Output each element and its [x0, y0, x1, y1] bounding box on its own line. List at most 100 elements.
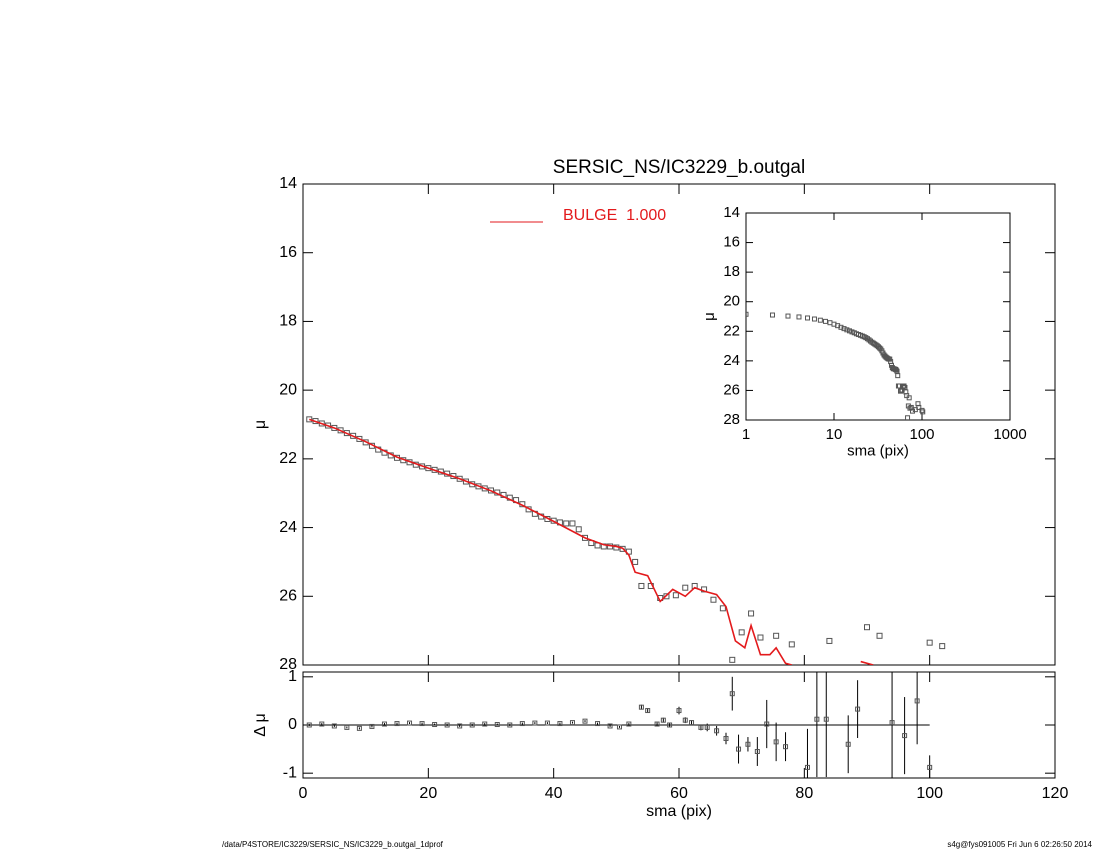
data-point [394, 721, 400, 727]
inset-plot: 1 10 100 1000 14 16 18 20 22 24 26 28 sma (pix) μ [701, 204, 1027, 460]
data-point [575, 526, 582, 533]
data-point [356, 725, 362, 731]
data-point [783, 744, 789, 750]
data-point [563, 520, 570, 527]
y-tick-label: 14 [279, 175, 297, 192]
data-point [805, 315, 811, 321]
data-point [369, 723, 375, 729]
main-plot: 14 16 18 20 22 24 26 28 μ BULGE 1.000 [252, 175, 1056, 673]
data-point [901, 383, 907, 389]
data-point [569, 720, 575, 726]
data-point [864, 624, 870, 631]
chart-title: SERSIC_NS/IC3229_b.outgal [553, 157, 805, 178]
data-point [425, 465, 432, 472]
data-point [319, 721, 325, 727]
data-point [773, 739, 779, 745]
data-point [331, 723, 337, 729]
y-axis-label: μ [701, 312, 718, 321]
data-point [532, 720, 538, 726]
x-tick-label: 0 [299, 785, 308, 802]
data-point [817, 317, 823, 323]
data-point [919, 407, 925, 413]
data-point [306, 416, 313, 423]
y-tick-label: 26 [279, 588, 297, 605]
data-point [704, 724, 710, 730]
footer-left: /data/P4STORE/IC3229/SERSIC_NS/IC3229_b.… [222, 840, 444, 849]
data-point [456, 475, 463, 482]
plot-area [303, 672, 933, 778]
data-point [855, 706, 861, 712]
y-tick-label: 18 [723, 263, 740, 280]
data-point [482, 721, 488, 727]
data-point [905, 415, 911, 420]
data-point [569, 520, 576, 527]
data-point [804, 764, 810, 770]
legend-label: BULGE 1.000 [563, 207, 666, 224]
data-point [748, 610, 755, 617]
footer-right: s4g@fys091005 Fri Jun 6 02:26:50 2014 [947, 840, 1092, 849]
data-point [672, 592, 679, 599]
data-point [764, 721, 770, 727]
y-tick-label: 28 [723, 411, 740, 428]
y-tick-label: 16 [279, 244, 297, 261]
y-tick-label: 24 [723, 352, 740, 369]
y-tick-label: 24 [279, 519, 297, 536]
data-point [714, 728, 720, 734]
data-point [841, 326, 847, 332]
data-point [907, 405, 913, 411]
data-point [926, 639, 933, 646]
y-tick-label: 22 [723, 322, 740, 339]
y-tick-label: 28 [279, 656, 297, 673]
data-point [902, 733, 908, 739]
data-point [457, 723, 463, 729]
data-point [582, 534, 588, 541]
data-point [845, 741, 851, 747]
x-tick-label: 10 [826, 426, 843, 443]
data-point [607, 723, 613, 729]
data-point [344, 724, 350, 730]
data-point [331, 424, 338, 431]
data-point [667, 722, 673, 728]
data-point [654, 721, 660, 727]
data-point [746, 311, 749, 317]
y-tick-label: 1 [288, 668, 297, 685]
data-point [638, 704, 644, 710]
data-point [927, 764, 933, 770]
x-tick-label: 120 [1042, 785, 1069, 802]
data-point [738, 629, 745, 636]
data-point [689, 720, 695, 726]
data-point [889, 720, 895, 726]
x-tick-label: 20 [419, 785, 437, 802]
x-tick-label: 40 [545, 785, 563, 802]
data-point [895, 373, 901, 379]
y-tick-label: 0 [288, 716, 297, 733]
data-point [494, 722, 500, 728]
plot-area [306, 416, 946, 665]
x-tick-label: 100 [916, 785, 943, 802]
data-point [616, 724, 622, 730]
data-point [785, 313, 791, 319]
data-point [827, 320, 833, 326]
data-point [754, 749, 760, 754]
data-point [481, 485, 488, 492]
data-point [645, 708, 651, 714]
data-point [660, 717, 666, 723]
data-point [823, 716, 829, 722]
data-point [893, 367, 899, 373]
data-point [822, 318, 828, 324]
data-point [582, 718, 588, 724]
data-point [826, 637, 833, 644]
data-point [887, 356, 893, 362]
data-point [407, 720, 413, 726]
data-point [469, 722, 475, 728]
data-point [619, 545, 626, 552]
data-point [876, 632, 883, 639]
data-point [736, 746, 742, 752]
data-point [811, 316, 817, 322]
data-point [719, 605, 726, 612]
data-point [906, 395, 912, 401]
y-axis-label: Δ μ [252, 713, 269, 736]
y-tick-label: 26 [723, 381, 740, 398]
data-point [844, 327, 850, 333]
